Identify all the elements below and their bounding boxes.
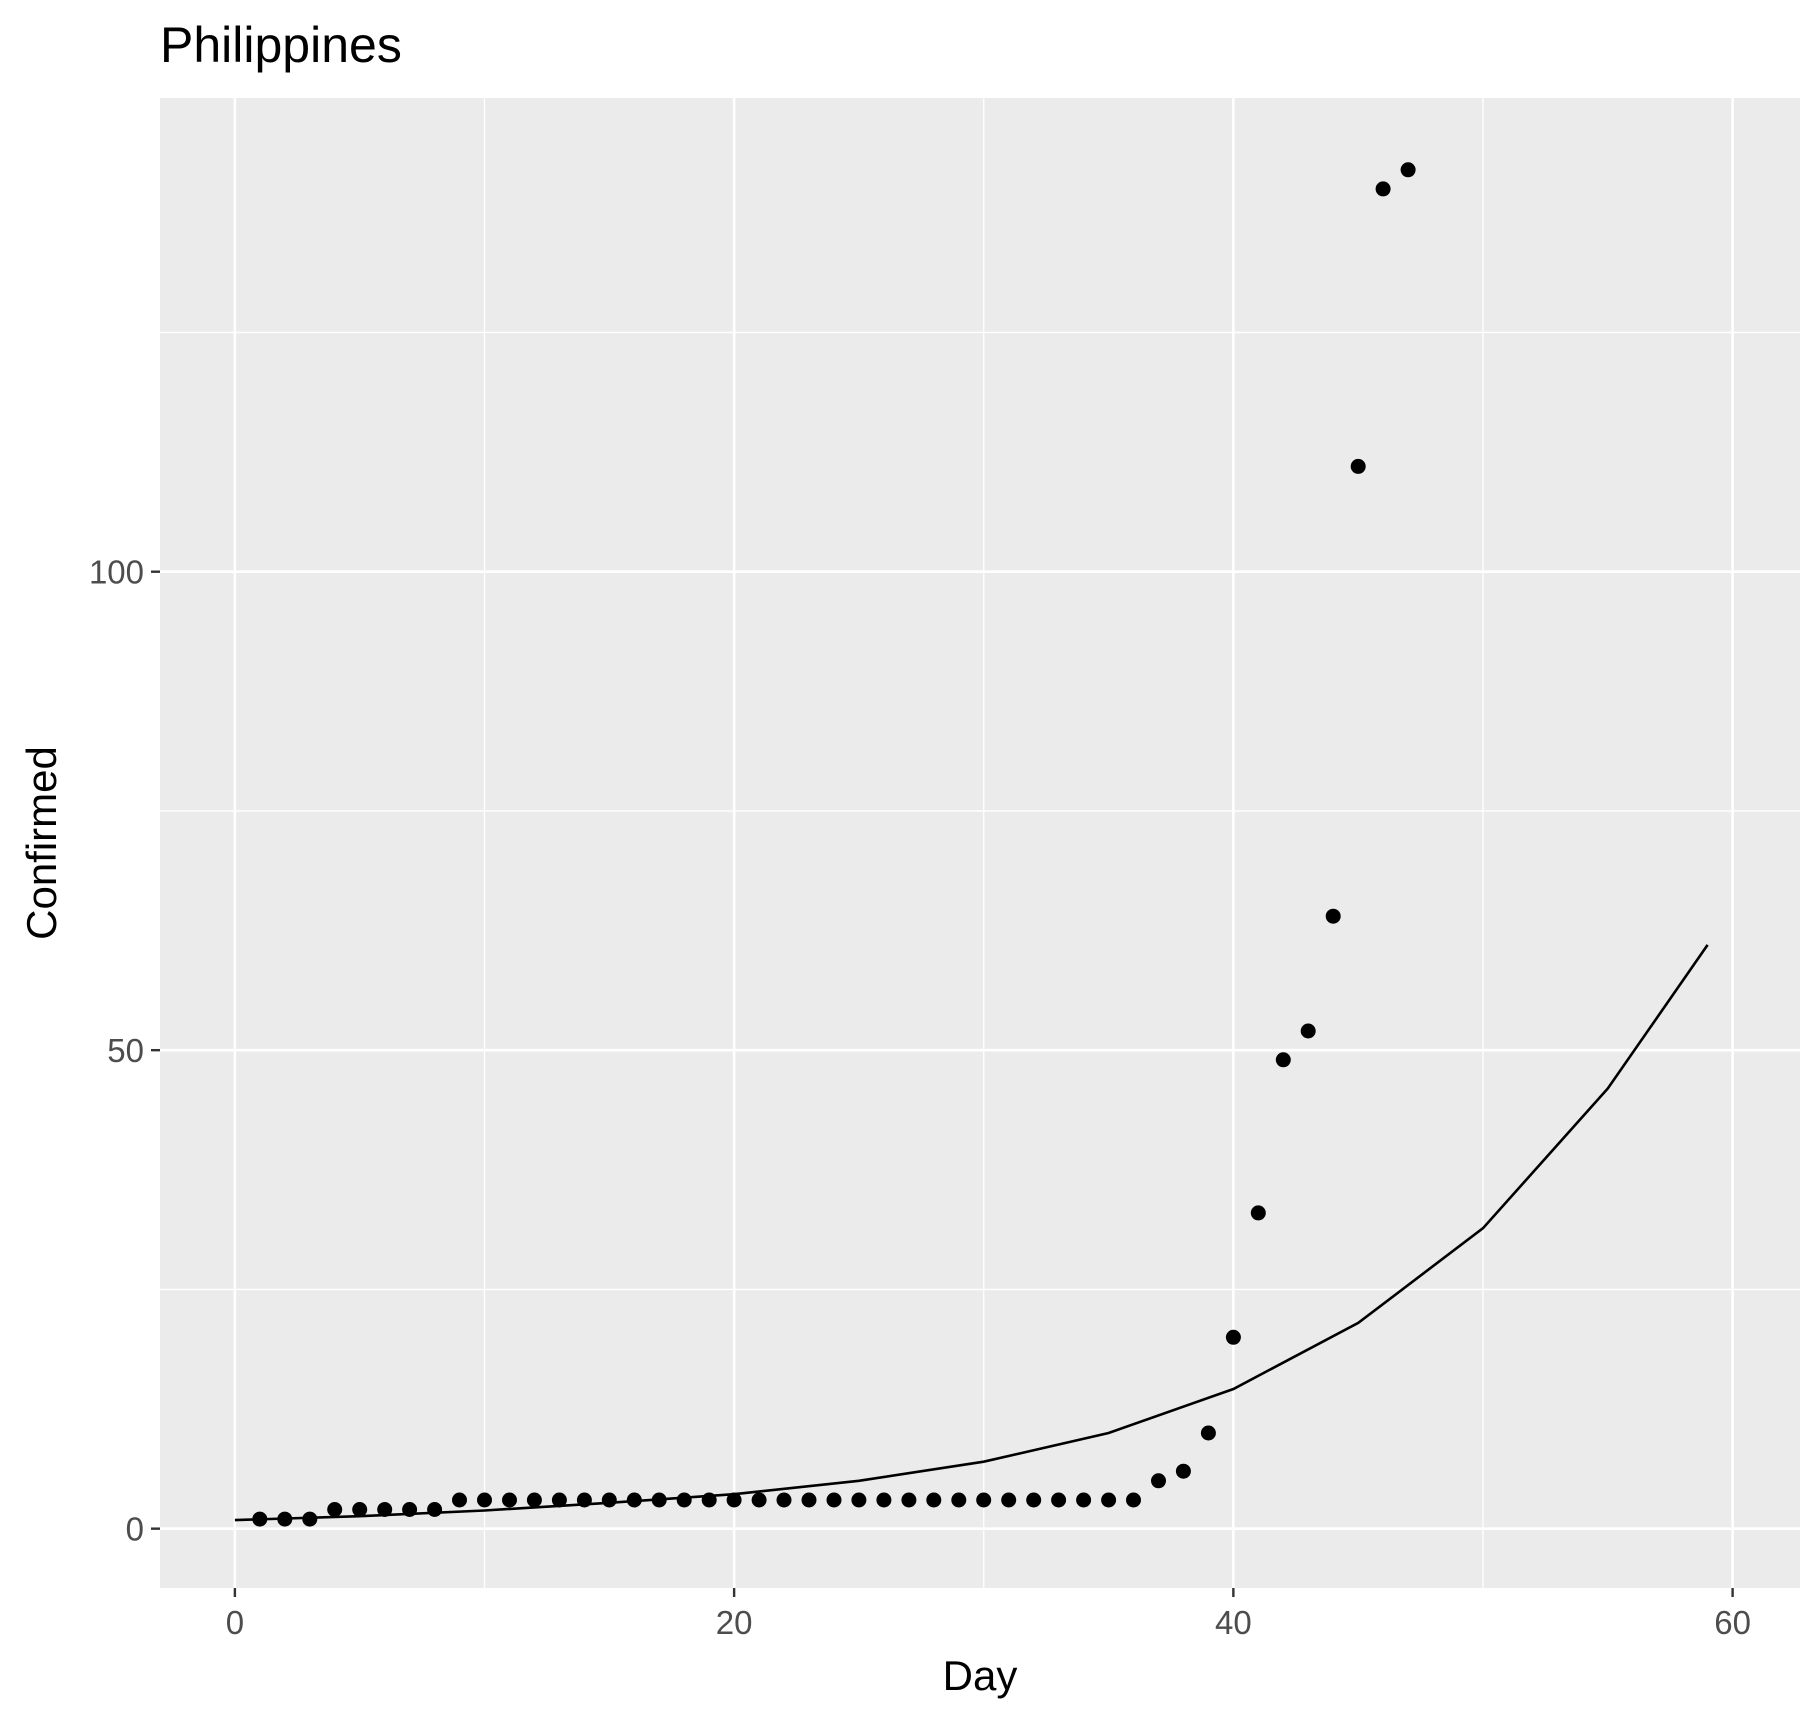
data-point [676,1492,692,1508]
data-point [576,1492,592,1508]
data-point [1001,1492,1017,1508]
x-tick-label: 60 [1714,1604,1751,1641]
data-point [1175,1463,1191,1479]
data-point [926,1492,942,1508]
data-point [1300,1023,1316,1039]
data-point [302,1511,318,1527]
data-point [502,1492,517,1508]
data-point [477,1492,492,1508]
data-point [826,1492,842,1508]
data-point [452,1492,467,1508]
data-point [876,1492,892,1508]
data-point [1200,1425,1216,1441]
y-tick-label: 0 [126,1511,144,1548]
data-point [1250,1205,1266,1221]
data-point [526,1492,542,1508]
data-point [601,1492,617,1508]
data-point [551,1492,567,1508]
data-point [751,1492,767,1508]
data-point [1101,1492,1117,1508]
data-point [976,1492,992,1508]
x-axis-title: Day [943,1652,1018,1699]
chart-title: Philippines [160,17,402,73]
data-point [726,1492,742,1508]
x-tick-label: 20 [716,1604,753,1641]
x-axis: 0 20 40 60 [226,1588,1751,1641]
data-point [626,1492,642,1508]
minor-grid [160,98,1800,1588]
data-point [901,1492,917,1508]
y-axis: 0 50 100 [89,554,160,1548]
data-point [951,1492,967,1508]
data-point [1350,458,1366,474]
fit-curve [234,944,1709,1522]
fit-layer [234,944,1709,1522]
data-point [377,1502,393,1517]
data-point [776,1492,792,1508]
data-point [1076,1492,1092,1508]
data-point [651,1492,667,1508]
x-tick-label: 0 [226,1604,244,1641]
y-tick-label: 50 [107,1032,144,1069]
data-point [851,1492,867,1508]
data-point [1026,1492,1042,1508]
data-point [1126,1492,1141,1508]
data-point [1051,1492,1067,1508]
data-point [277,1511,293,1527]
data-point [1225,1329,1241,1345]
data-point [1275,1052,1291,1068]
data-point [701,1492,717,1508]
data-point [1151,1473,1166,1489]
data-point [427,1502,443,1517]
data-point [402,1502,418,1517]
data-point [1375,181,1391,197]
data-point [327,1502,343,1517]
y-axis-title: Confirmed [18,746,65,940]
data-point [801,1492,817,1508]
points-layer [252,162,1416,1527]
y-tick-label: 100 [89,554,144,591]
x-tick-label: 40 [1215,1604,1252,1641]
plot-panel [160,98,1800,1588]
data-point [252,1511,268,1527]
data-point [1325,908,1341,924]
data-point [1400,162,1416,178]
data-point [352,1502,368,1517]
